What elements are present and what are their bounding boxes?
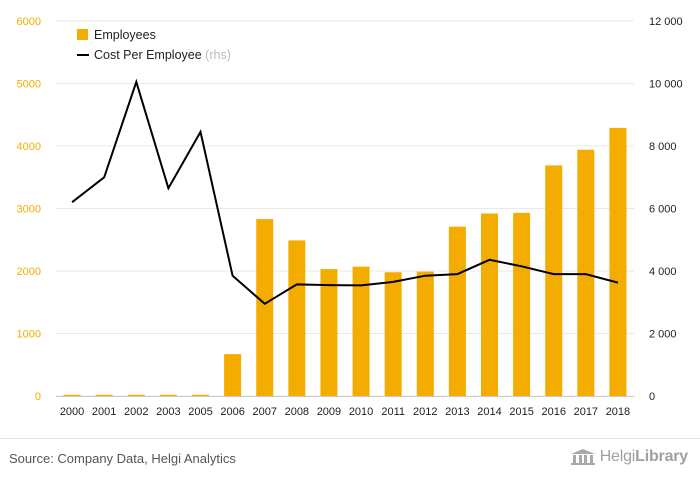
bar-employees-2002[interactable]: [127, 394, 145, 396]
right-axis-ticks: 0 2 000 4 000 6 000 8 000 10 000 12 000: [649, 16, 683, 403]
chart: 0 1000 2000 3000 4000 5000 6000 0 2 000 4 000 6 0…: [17, 16, 683, 418]
right-axis-tick-label: 2 000: [649, 329, 677, 341]
left-axis-tick-label: 5000: [17, 79, 41, 91]
right-axis-tick-label: 8 000: [649, 141, 677, 153]
legend-label-employees[interactable]: Employees: [94, 28, 156, 42]
x-axis-tick-label: 2011: [381, 406, 405, 418]
x-axis-tick-label: 2012: [413, 406, 437, 418]
cost-per-employee-line: [71, 78, 619, 306]
legend-label-cost-per-employee[interactable]: Cost Per Employee (rhs): [94, 48, 231, 62]
employees-bars: [63, 127, 627, 397]
bar-employees-2009[interactable]: [320, 269, 338, 396]
x-axis-tick-label: 2015: [509, 406, 533, 418]
left-axis-ticks: 0 1000 2000 3000 4000 5000 6000: [17, 16, 41, 403]
bar-employees-2007[interactable]: [256, 219, 274, 396]
x-axis-tick-label: 2013: [445, 406, 469, 418]
brand-name-regular: Helgi: [599, 448, 636, 465]
bar-employees-2010[interactable]: [352, 266, 370, 396]
x-axis-tick-label: 2018: [606, 406, 630, 418]
x-axis-tick-label: 2005: [188, 406, 212, 418]
left-axis-tick-label: 6000: [17, 16, 41, 28]
x-axis-tick-label: 2008: [285, 406, 309, 418]
bar-employees-2000[interactable]: [63, 394, 81, 396]
brand-logo[interactable]: HelgiLibrary: [570, 448, 688, 466]
bar-employees-2018[interactable]: [609, 127, 627, 396]
library-building-icon: [570, 449, 595, 465]
left-axis-tick-label: 0: [35, 391, 41, 403]
x-axis-tick-label: 2000: [60, 406, 84, 418]
bar-employees-2012[interactable]: [416, 271, 434, 396]
source-note: Source: Company Data, Helgi Analytics: [9, 451, 236, 466]
left-axis-tick-label: 2000: [17, 266, 41, 278]
left-axis-tick-label: 4000: [17, 141, 41, 153]
x-axis-ticks: 2000 2001 2002 2003 2005 2006 2007 2008 2009 2010…: [56, 396, 634, 418]
footer: Source: Company Data, Helgi Analytics He…: [0, 438, 700, 483]
bar-employees-2006[interactable]: [224, 354, 242, 396]
bar-employees-2016[interactable]: [545, 165, 563, 396]
x-axis-tick-label: 2009: [317, 406, 341, 418]
bar-employees-2011[interactable]: [384, 272, 402, 396]
bar-employees-2003[interactable]: [159, 394, 177, 396]
x-axis-tick-label: 2016: [541, 406, 565, 418]
left-axis-tick-label: 1000: [17, 329, 41, 341]
legend-swatch-employees[interactable]: [77, 29, 88, 40]
bar-employees-2014[interactable]: [481, 213, 498, 397]
bar-employees-2005[interactable]: [192, 394, 209, 396]
x-axis-tick-label: 2007: [252, 406, 276, 418]
right-axis-tick-label: 10 000: [649, 79, 683, 91]
legend: Employees Cost Per Employee (rhs): [77, 28, 231, 62]
x-axis-tick-label: 2002: [124, 406, 148, 418]
x-axis-tick-label: 2014: [477, 406, 501, 418]
bar-employees-2008[interactable]: [288, 240, 306, 396]
x-axis-tick-label: 2017: [574, 406, 598, 418]
right-axis-tick-label: 0: [649, 391, 655, 403]
brand-name-bold: Library: [635, 448, 688, 465]
x-axis-tick-label: 2006: [220, 406, 244, 418]
legend-series-name: Cost Per Employee: [94, 48, 202, 62]
right-axis-tick-label: 12 000: [649, 16, 683, 28]
bar-employees-2001[interactable]: [95, 394, 113, 396]
gridlines: [56, 20, 634, 397]
bar-employees-2015[interactable]: [513, 212, 531, 396]
x-axis-tick-label: 2003: [156, 406, 180, 418]
footer-divider: [0, 438, 700, 439]
line-cost-per-employee[interactable]: [71, 78, 619, 306]
legend-rhs-note: (rhs): [205, 48, 231, 62]
bar-employees-2017[interactable]: [577, 149, 595, 396]
x-axis-tick-label: 2010: [349, 406, 373, 418]
bar-employees-2013[interactable]: [448, 226, 466, 396]
x-axis-tick-label: 2001: [92, 406, 116, 418]
brand-name: HelgiLibrary: [599, 448, 689, 466]
right-axis-tick-label: 6 000: [649, 204, 677, 216]
right-axis-tick-label: 4 000: [649, 266, 677, 278]
left-axis-tick-label: 3000: [17, 204, 41, 216]
